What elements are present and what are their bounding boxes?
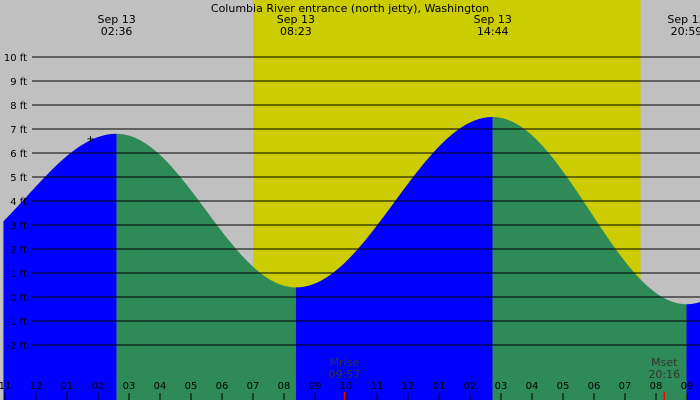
moon-event-time: 09:57 [329, 368, 361, 381]
tide-event-date: Sep 13 [277, 13, 315, 26]
peak-marker: + [86, 134, 94, 145]
moon-event-label: Mset [651, 356, 678, 369]
tide-event-date: Sep 13 [474, 13, 512, 26]
x-tick-label: 08 [650, 381, 663, 392]
x-tick-label: 12 [402, 381, 415, 392]
x-tick-label: 04 [526, 381, 539, 392]
x-tick-label: 06 [216, 381, 229, 392]
y-tick-label: 4 ft [10, 197, 27, 208]
tide-event-time: 08:23 [280, 25, 312, 38]
y-tick-label: 2 ft [10, 245, 27, 256]
tide-event-time: 02:36 [101, 25, 133, 38]
moon-event-label: Mrise [330, 356, 360, 369]
moon-event-time: 20:16 [648, 368, 680, 381]
rising-tide-segment [3, 133, 117, 400]
y-tick-label: 5 ft [10, 173, 27, 184]
tide-event-time: 20:59 [671, 25, 700, 38]
y-tick-label: 8 ft [10, 101, 27, 112]
tide-event-date: Sep 13 [97, 13, 135, 26]
y-tick-label: 7 ft [10, 125, 27, 136]
x-tick-label: 11 [371, 381, 384, 392]
x-tick-label: 07 [247, 381, 260, 392]
y-tick-label: -2 ft [7, 341, 27, 352]
y-tick-label: 6 ft [10, 149, 27, 160]
x-tick-label: 12 [30, 381, 43, 392]
grid-layer [32, 56, 700, 346]
falling-tide-segment [116, 133, 296, 400]
x-tick-label: 11 [0, 381, 11, 392]
x-tick-label: 06 [588, 381, 601, 392]
x-tick-label: 01 [433, 381, 446, 392]
y-tick-labels: 10 ft 9 ft 8 ft 7 ft 6 ft 5 ft 4 ft 3 ft 2 ft 1 f… [4, 53, 27, 352]
x-tick-label: 02 [92, 381, 105, 392]
x-tick-label: 05 [185, 381, 198, 392]
tide-event-date: Sep 13 [667, 13, 700, 26]
x-tick-label: 09 [309, 381, 322, 392]
x-tick-label: 03 [495, 381, 508, 392]
tide-area-layer [3, 117, 700, 400]
x-tick-label: 01 [61, 381, 74, 392]
x-tick-label: 09 [681, 381, 694, 392]
x-tick-label: 02 [464, 381, 477, 392]
rising-tide-segment [686, 302, 700, 400]
x-tick-labels: 11 12 01 02 03 04 05 06 07 08 09 10 11 12 01 02 03 04 05 06… [0, 381, 693, 400]
y-tick-label: 3 ft [10, 221, 27, 232]
x-tick-label: 07 [619, 381, 632, 392]
chart-title: Columbia River entrance (north jetty), W… [211, 2, 489, 15]
y-tick-label: 10 ft [4, 53, 27, 64]
x-tick-label: 10 [340, 381, 353, 392]
x-tick-label: 08 [278, 381, 291, 392]
y-tick-label: 0 ft [10, 293, 27, 304]
falling-tide-segment [492, 117, 687, 400]
tide-event-time: 14:44 [477, 25, 509, 38]
x-tick-label: 04 [154, 381, 167, 392]
y-tick-label: 1 ft [10, 269, 27, 280]
x-tick-label: 03 [123, 381, 136, 392]
y-tick-label: -1 ft [7, 317, 27, 328]
y-tick-label: 9 ft [10, 77, 27, 88]
rising-tide-segment [295, 117, 493, 400]
x-tick-label: 05 [557, 381, 570, 392]
